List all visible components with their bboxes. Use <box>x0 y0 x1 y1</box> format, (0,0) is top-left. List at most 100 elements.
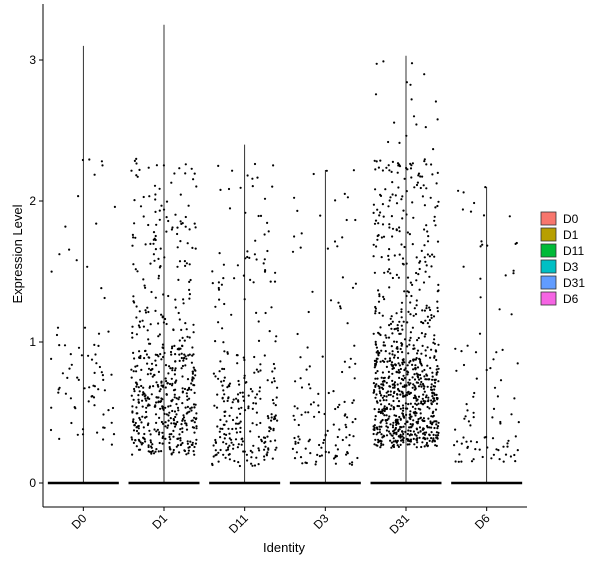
data-point <box>307 440 310 443</box>
data-point <box>460 350 463 353</box>
data-point <box>150 452 153 455</box>
data-point <box>405 262 408 265</box>
data-point <box>433 393 436 396</box>
data-point <box>70 421 73 425</box>
data-point <box>398 371 401 374</box>
data-point <box>131 411 134 414</box>
data-point <box>186 378 190 381</box>
data-point <box>437 283 440 286</box>
data-point <box>434 378 437 381</box>
data-point <box>183 419 186 422</box>
data-point <box>385 381 388 384</box>
data-point <box>177 398 180 401</box>
data-point <box>305 368 308 371</box>
data-point <box>391 276 394 280</box>
data-point <box>157 370 160 373</box>
data-point <box>100 160 103 163</box>
data-point <box>512 272 515 275</box>
data-point <box>430 383 433 386</box>
data-point <box>239 420 242 423</box>
data-point <box>400 310 403 313</box>
data-point <box>394 363 397 366</box>
data-point <box>300 232 303 235</box>
data-point <box>433 338 436 341</box>
data-point <box>415 403 418 406</box>
data-point <box>182 359 185 362</box>
data-point <box>388 199 391 202</box>
data-point <box>388 403 391 406</box>
data-point <box>225 433 228 436</box>
data-point <box>426 322 429 325</box>
data-point <box>184 355 187 358</box>
data-point <box>406 443 409 446</box>
data-point <box>136 364 139 367</box>
data-point <box>436 365 439 368</box>
data-point <box>409 438 413 441</box>
data-point <box>481 455 484 459</box>
data-point <box>181 336 184 339</box>
data-point <box>385 395 388 398</box>
data-point <box>380 433 383 436</box>
data-point <box>149 372 152 375</box>
data-point <box>423 375 426 378</box>
data-point <box>420 352 423 355</box>
data-point <box>388 375 391 378</box>
data-point <box>460 460 463 463</box>
data-point <box>390 170 393 173</box>
data-point <box>388 357 392 360</box>
data-point <box>430 386 433 389</box>
data-point <box>174 213 177 216</box>
data-point <box>145 410 148 414</box>
data-point <box>164 406 167 409</box>
data-point <box>136 270 139 273</box>
data-point <box>376 444 379 447</box>
data-point <box>432 400 435 403</box>
data-point <box>188 336 191 339</box>
data-point <box>410 433 413 436</box>
data-point <box>88 386 91 389</box>
data-point <box>424 333 427 336</box>
data-point <box>346 451 349 454</box>
data-point <box>269 427 272 430</box>
data-point <box>173 172 176 175</box>
data-point <box>87 400 90 403</box>
data-point <box>393 340 396 343</box>
data-point <box>430 399 433 402</box>
data-point <box>378 214 381 217</box>
data-point <box>274 340 277 343</box>
data-point <box>178 318 181 321</box>
data-point <box>393 254 396 257</box>
data-point <box>436 437 439 440</box>
data-point <box>422 281 426 284</box>
data-point <box>385 429 388 432</box>
data-point <box>351 421 354 424</box>
data-point <box>130 376 133 379</box>
data-point <box>137 432 140 435</box>
data-point <box>186 335 189 338</box>
data-point <box>185 424 188 427</box>
data-point <box>146 306 149 309</box>
data-point <box>411 424 414 427</box>
data-point <box>301 462 304 465</box>
data-point <box>408 440 411 443</box>
data-point <box>178 433 181 436</box>
data-point <box>389 408 392 411</box>
data-point <box>501 348 504 351</box>
data-point <box>130 368 133 371</box>
data-point <box>237 400 240 403</box>
data-point <box>461 208 464 211</box>
data-point <box>385 365 388 368</box>
data-point <box>373 222 377 225</box>
data-point <box>217 460 220 463</box>
data-point <box>405 190 408 193</box>
data-point <box>178 353 181 356</box>
y-tick-label: 3 <box>29 53 36 67</box>
data-point <box>170 399 173 402</box>
data-point <box>405 81 408 84</box>
data-point <box>183 353 186 356</box>
data-point <box>377 438 380 441</box>
data-point <box>131 438 134 441</box>
data-point <box>409 313 412 316</box>
x-axis-title: Identity <box>263 540 305 555</box>
